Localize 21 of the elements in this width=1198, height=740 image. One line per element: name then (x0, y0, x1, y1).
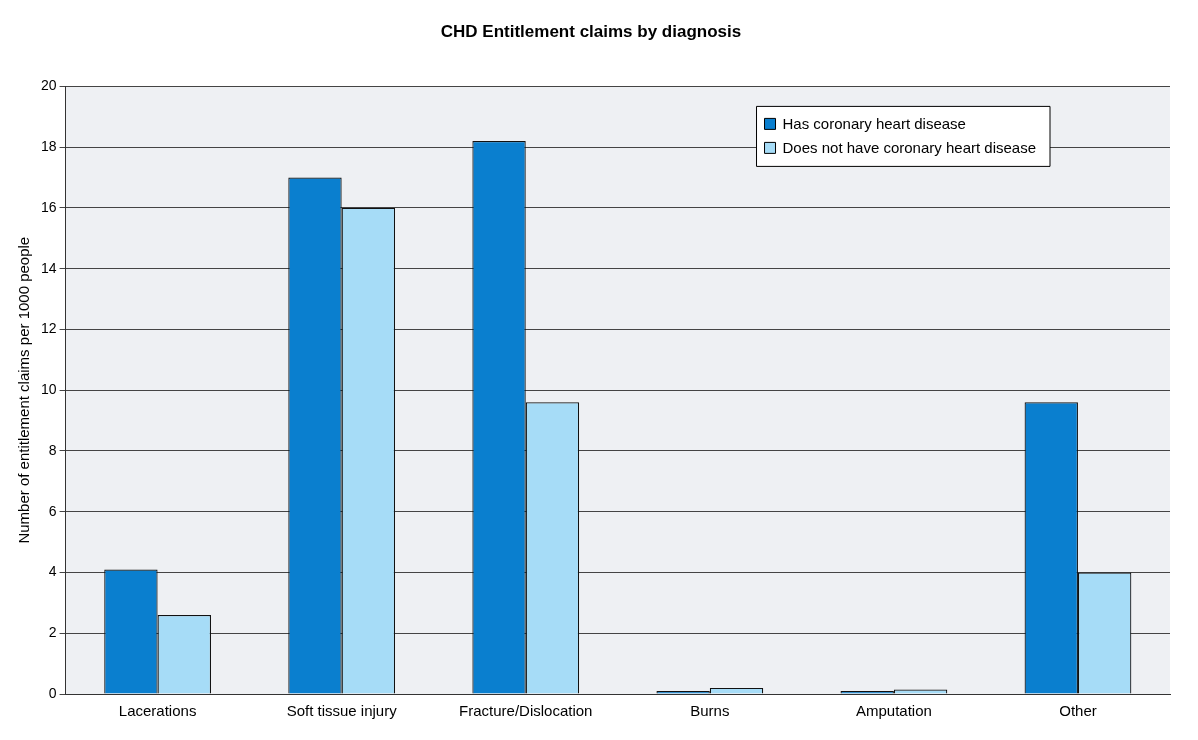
y-tick-label: 18 (40, 138, 57, 155)
y-tick-label: 4 (48, 563, 57, 580)
legend-label: Does not have coronary heart disease (782, 138, 1036, 156)
x-tick-label: Soft tissue injury (286, 702, 398, 720)
x-tick-label: Lacerations (118, 702, 197, 720)
legend-label: Has coronary heart disease (782, 114, 966, 132)
y-tick-label: 8 (48, 441, 57, 458)
y-tick-label: 12 (40, 320, 57, 337)
y-tick-label: 0 (48, 684, 57, 701)
chart-title: CHD Entitlement claims by diagnosis (440, 21, 742, 41)
y-tick-label: 6 (48, 502, 57, 519)
y-tick-label: 10 (40, 381, 57, 398)
y-tick-label: 2 (48, 624, 57, 641)
x-tick-label: Fracture/Dislocation (459, 702, 593, 720)
y-axis-title: Number of entitlement claims per 1000 people (15, 236, 33, 544)
y-tick-label: 20 (40, 77, 57, 94)
y-tick-label: 14 (40, 259, 57, 276)
x-tick-label: Burns (690, 702, 730, 720)
x-tick-label: Amputation (855, 702, 932, 720)
x-tick-label: Other (1059, 702, 1097, 720)
y-tick-label: 16 (40, 198, 57, 215)
